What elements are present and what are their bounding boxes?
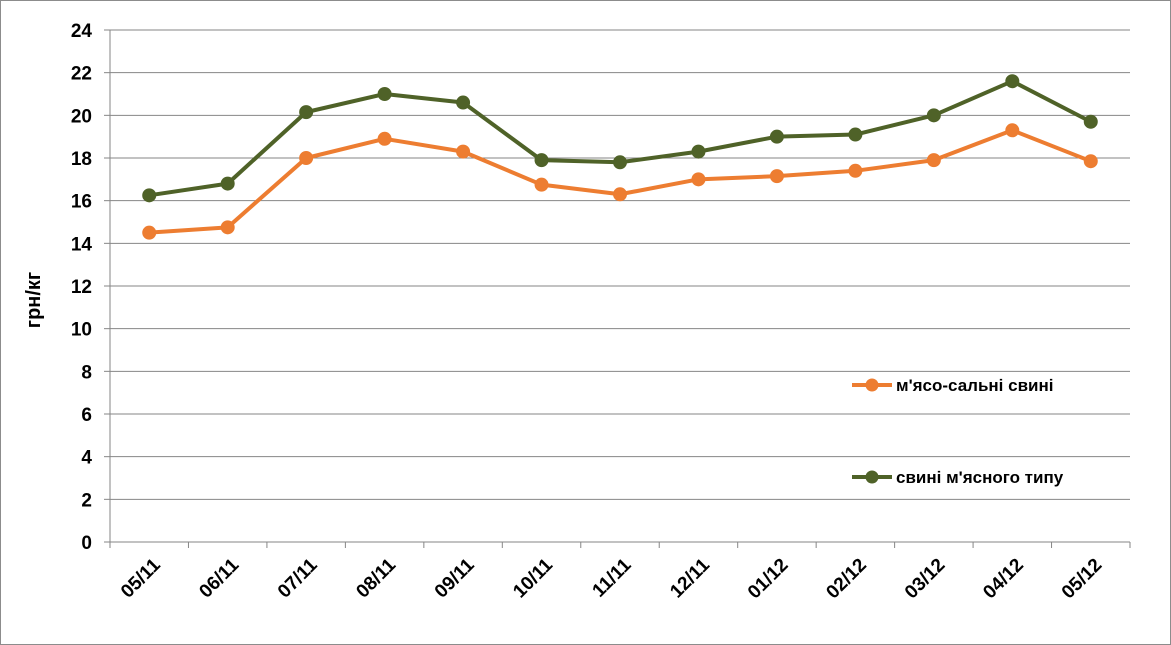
axes xyxy=(104,29,1131,548)
legend-marker xyxy=(865,378,879,392)
data-point xyxy=(456,95,471,110)
gridlines xyxy=(110,29,1130,543)
legend-label: м'ясо-сальні свині xyxy=(896,376,1053,395)
data-point xyxy=(691,172,706,187)
x-tick-label: 12/11 xyxy=(666,554,714,602)
data-point xyxy=(456,144,471,159)
data-point xyxy=(377,131,392,146)
data-point xyxy=(142,225,157,240)
y-tick-label: 20 xyxy=(71,106,92,127)
x-tick-label: 04/12 xyxy=(979,555,1027,603)
data-point xyxy=(1005,74,1020,89)
data-point xyxy=(299,151,314,165)
y-tick-label: 4 xyxy=(81,448,92,469)
data-point xyxy=(769,169,784,184)
data-point xyxy=(220,220,235,235)
x-tick-label: 09/11 xyxy=(431,554,479,602)
x-tick-label: 08/11 xyxy=(352,554,400,602)
x-tick-labels: 05/11 06/11 07/11 08/11 09/11 10/11 11/11 12/11… xyxy=(117,554,1106,603)
data-point xyxy=(534,153,549,168)
y-axis-label: грн/кг xyxy=(23,272,45,329)
x-tick-label: 01/12 xyxy=(744,555,792,603)
x-tick-label: 03/12 xyxy=(901,555,949,603)
data-point xyxy=(1083,154,1098,169)
x-tick-label: 05/11 xyxy=(117,554,165,602)
y-tick-label: 8 xyxy=(81,362,92,383)
legend-marker xyxy=(865,470,879,484)
x-tick-label: 05/12 xyxy=(1058,555,1106,603)
data-point xyxy=(613,155,627,170)
x-tick-label: 11/11 xyxy=(589,554,636,601)
y-tick-label: 24 xyxy=(71,21,93,42)
data-point xyxy=(613,187,627,202)
data-point xyxy=(377,87,392,101)
data-point xyxy=(769,129,784,144)
data-point xyxy=(220,176,235,191)
y-tick-label: 12 xyxy=(71,277,92,298)
data-point xyxy=(926,108,941,123)
data-point xyxy=(1083,114,1098,129)
data-point xyxy=(848,127,863,142)
y-tick-label: 6 xyxy=(81,405,92,426)
x-tick-label: 07/11 xyxy=(274,554,322,602)
data-point xyxy=(1005,123,1020,138)
y-tick-label: 22 xyxy=(71,64,92,85)
series-line-2 xyxy=(148,79,1092,198)
data-point xyxy=(299,105,314,120)
data-point xyxy=(691,144,706,159)
x-tick-label: 02/12 xyxy=(822,555,870,603)
y-tick-label: 10 xyxy=(71,320,92,341)
y-tick-label: 18 xyxy=(71,149,92,170)
data-point xyxy=(534,177,549,192)
legend: м'ясо-сальні свині свині м'ясного типу xyxy=(852,376,1064,487)
x-tick-label: 06/11 xyxy=(195,554,243,602)
data-point xyxy=(142,188,157,203)
y-tick-label: 0 xyxy=(81,533,92,554)
legend-label: свині м'ясного типу xyxy=(896,468,1064,487)
series-line-1 xyxy=(149,128,1092,235)
series-lines xyxy=(142,74,1098,240)
x-tick-label: 10/11 xyxy=(509,554,557,602)
y-tick-label: 14 xyxy=(71,234,93,255)
data-point xyxy=(848,163,863,178)
y-tick-label: 2 xyxy=(81,490,92,511)
y-tick-label: 16 xyxy=(71,192,92,213)
data-point xyxy=(926,153,941,168)
